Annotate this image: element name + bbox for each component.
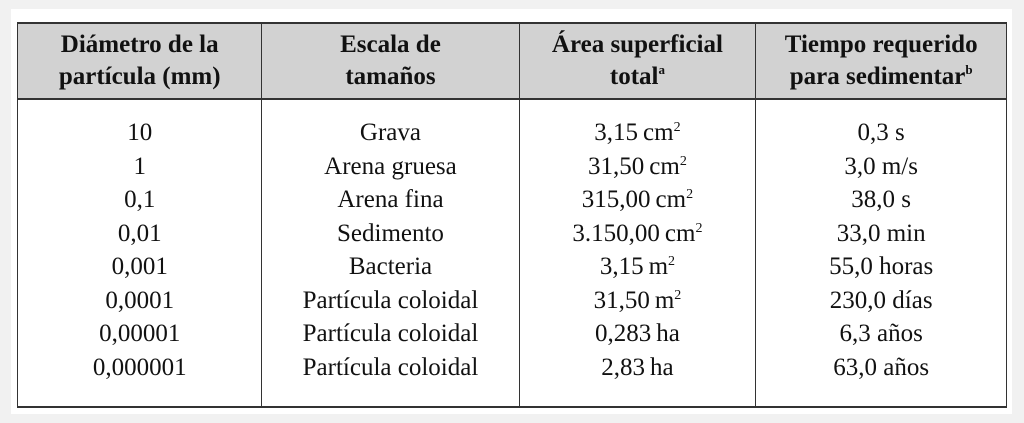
header-text: total — [609, 63, 659, 90]
area-unit: m — [654, 286, 675, 314]
header-line: para sedimentarb — [756, 61, 1006, 93]
header-line: Diámetro de la — [60, 31, 219, 58]
area-value: 3,15 — [594, 119, 639, 146]
area-exponent: 2 — [668, 254, 676, 269]
area-value: 2,83 — [601, 353, 645, 381]
scale-cell: Arena gruesa — [324, 152, 457, 180]
time-cell: 230,0 días — [829, 286, 933, 314]
footnote-marker: b — [965, 62, 973, 77]
area-value: 0,283 — [595, 320, 652, 347]
header-line: partícula (mm) — [58, 63, 221, 90]
column-diameter: 10 1 0,1 0,01 0,001 0,0001 0,00001 0,000… — [16, 99, 263, 408]
area-unit: cm — [649, 152, 680, 180]
area-unit: cm — [664, 219, 696, 247]
area-unit: cm — [655, 186, 687, 213]
area-value: 3.150,00 — [572, 219, 660, 247]
area-cell: 0,283 ha — [520, 317, 756, 351]
header-line: totala — [520, 61, 756, 93]
column-time: 0,3 s 3,0 m/s 38,0 s 33,0 min 55,0 horas… — [755, 99, 1007, 408]
header-area: Área superficial totala — [518, 22, 757, 100]
header-time: Tiempo requerido para sedimentarb — [755, 22, 1007, 100]
diameter-cell: 0,000001 — [92, 353, 187, 381]
header-line: Escala de — [340, 31, 441, 58]
area-cell: 31,50 cm2 — [520, 150, 756, 184]
header-line: Tiempo requerido — [784, 31, 978, 58]
area-cell: 3.150,00 cm2 — [520, 217, 756, 251]
footnote-marker: a — [658, 62, 665, 77]
scale-cell: Grava — [359, 119, 421, 146]
area-exponent: 2 — [673, 120, 681, 135]
scale-cell: Arena fina — [337, 186, 444, 213]
header-row: Diámetro de la partícula (mm) Escala de … — [16, 22, 1007, 100]
time-cell: 33,0 min — [836, 219, 926, 247]
area-value: 31,50 — [588, 152, 645, 180]
area-cell: 3,15 cm2 — [520, 116, 756, 150]
area-unit: ha — [650, 353, 674, 381]
table-body: 10 1 0,1 0,01 0,001 0,0001 0,00001 0,000… — [16, 99, 1007, 408]
area-unit: cm — [643, 119, 674, 146]
diameter-cell: 10 — [127, 119, 153, 146]
column-area: 3,15 cm2 31,50 cm2 315,00 cm2 3.150,00 cm2 3… — [518, 99, 757, 408]
area-value: 31,50 — [593, 286, 650, 314]
diameter-cell: 0,1 — [124, 186, 156, 213]
scale-cell: Bacteria — [348, 253, 433, 280]
area-exponent: 2 — [679, 153, 687, 169]
area-cell: 2,83 ha — [520, 351, 756, 385]
header-line: tamaños — [345, 63, 436, 90]
scale-cell: Partícula coloidal — [302, 353, 479, 381]
time-cell: 38,0 s — [851, 186, 912, 213]
area-exponent: 2 — [695, 220, 703, 236]
time-cell: 3,0 m/s — [844, 152, 918, 180]
header-line: Área superficial — [551, 31, 723, 58]
header-text: para sedimentar — [789, 63, 966, 90]
area-value: 315,00 — [581, 186, 651, 213]
table-header: Diámetro de la partícula (mm) Escala de … — [16, 22, 1007, 100]
diameter-cell: 0,00001 — [99, 320, 181, 347]
time-cell: 63,0 años — [833, 353, 930, 381]
area-value: 3,15 — [599, 253, 644, 280]
scale-cell: Partícula coloidal — [302, 286, 479, 314]
diameter-cell: 0,0001 — [105, 286, 175, 314]
table-row: 10 1 0,1 0,01 0,001 0,0001 0,00001 0,000… — [16, 99, 1007, 408]
time-cell: 55,0 horas — [829, 253, 934, 280]
scale-cell: Sedimento — [337, 219, 444, 247]
area-unit: ha — [656, 320, 680, 347]
scale-cell: Partícula coloidal — [302, 320, 479, 347]
diameter-cell: 0,01 — [117, 219, 162, 247]
area-cell: 315,00 cm2 — [520, 183, 756, 217]
column-scale: Grava Arena gruesa Arena fina Sedimento … — [261, 99, 520, 408]
area-unit: m — [648, 253, 669, 280]
area-cell: 31,50 m2 — [520, 284, 756, 318]
header-scale: Escala de tamaños — [261, 22, 520, 100]
diameter-cell: 0,001 — [111, 253, 168, 280]
time-cell: 6,3 años — [839, 320, 923, 347]
particle-size-table: Diámetro de la partícula (mm) Escala de … — [16, 22, 1007, 408]
time-cell: 0,3 s — [857, 119, 905, 146]
header-diameter: Diámetro de la partícula (mm) — [16, 22, 263, 100]
document-page: Diámetro de la partícula (mm) Escala de … — [11, 9, 1012, 414]
area-exponent: 2 — [686, 187, 694, 202]
area-cell: 3,15 m2 — [520, 250, 756, 284]
area-exponent: 2 — [674, 287, 682, 303]
diameter-cell: 1 — [133, 152, 146, 180]
